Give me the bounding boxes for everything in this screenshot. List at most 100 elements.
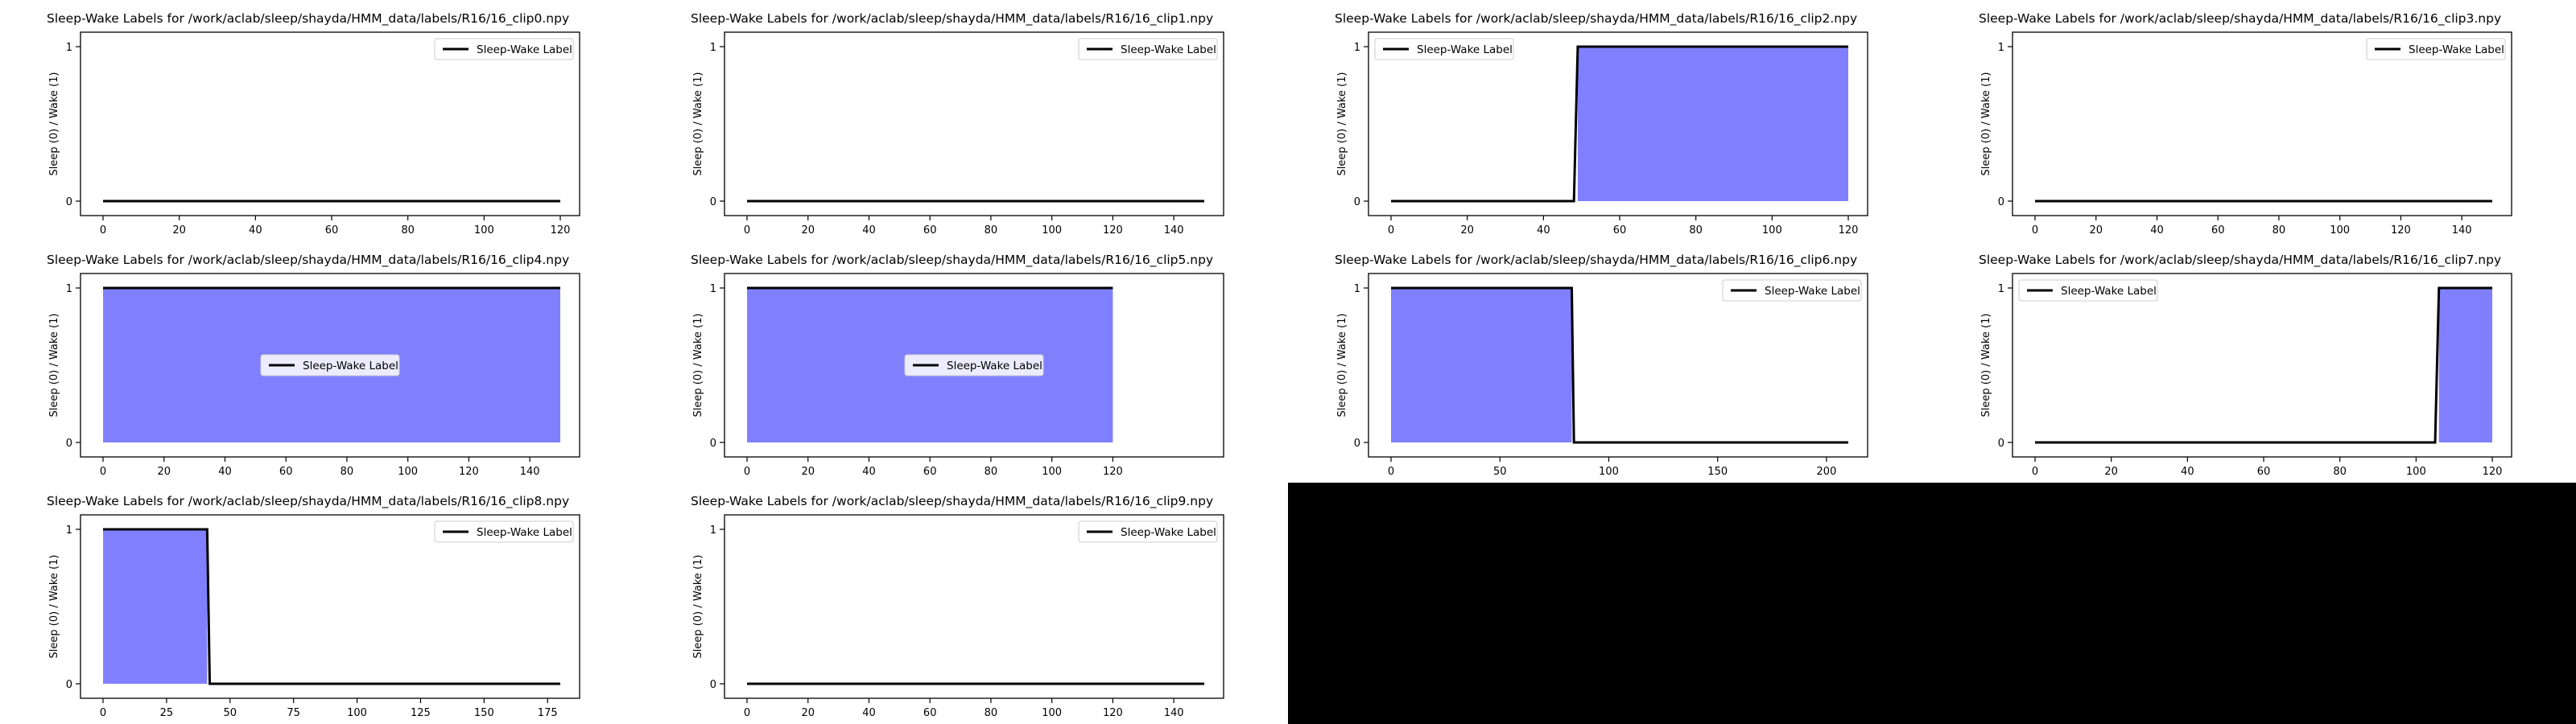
legend-box <box>2366 38 2506 60</box>
x-tick-label: 20 <box>2104 466 2118 478</box>
subplot-title: Sleep-Wake Labels for /work/aclab/sleep/… <box>47 253 569 268</box>
legend: Sleep-Wake Label <box>434 520 574 543</box>
x-tick-label: 100 <box>347 707 367 719</box>
x-tick-label: 20 <box>801 224 815 237</box>
legend-box <box>434 38 574 60</box>
y-tick-label: 1 <box>1998 283 2004 295</box>
axes-frame <box>2012 31 2512 216</box>
subplot-4: Sleep-Wake Labels for /work/aclab/sleep/… <box>47 253 580 478</box>
x-tick-label: 100 <box>1042 707 1062 719</box>
legend: Sleep-Wake Label <box>2366 38 2506 60</box>
y-tick-label: 1 <box>66 283 72 295</box>
y-tick-label: 0 <box>1354 196 1360 208</box>
legend: Sleep-Wake Label <box>2018 279 2158 302</box>
x-tick-label: 100 <box>2330 224 2350 237</box>
legend-label: Sleep-Wake Label <box>2409 43 2504 56</box>
y-tick-label: 1 <box>1998 42 2004 54</box>
x-tick-label: 60 <box>2257 466 2271 478</box>
x-tick-label: 0 <box>2032 466 2038 478</box>
legend: Sleep-Wake Label <box>260 354 400 376</box>
y-tick-label: 1 <box>1354 283 1360 295</box>
legend-box <box>904 354 1044 376</box>
x-tick-label: 80 <box>2273 224 2286 237</box>
x-tick-label: 120 <box>2391 224 2411 237</box>
x-tick-label: 40 <box>862 466 876 478</box>
x-tick-label: 100 <box>1762 224 1782 237</box>
x-tick-label: 80 <box>985 224 998 237</box>
x-tick-label: 80 <box>985 466 998 478</box>
axes-frame <box>80 273 580 458</box>
x-tick-label: 60 <box>1613 224 1627 237</box>
y-tick-label: 0 <box>710 679 716 691</box>
subplot-9: Sleep-Wake Labels for /work/aclab/sleep/… <box>691 494 1224 719</box>
subplot-title: Sleep-Wake Labels for /work/aclab/sleep/… <box>691 253 1213 268</box>
subplot-7: Sleep-Wake Labels for /work/aclab/sleep/… <box>1979 253 2512 478</box>
x-tick-label: 80 <box>2333 466 2347 478</box>
x-tick-label: 100 <box>1042 224 1062 237</box>
axes-frame <box>724 514 1224 699</box>
x-tick-label: 20 <box>172 224 186 237</box>
x-tick-label: 50 <box>1493 466 1507 478</box>
y-axis-label: Sleep (0) / Wake (1) <box>692 72 704 176</box>
subplot-title: Sleep-Wake Labels for /work/aclab/sleep/… <box>1979 253 2501 268</box>
sleep-wake-line <box>1391 286 1848 444</box>
x-tick-label: 80 <box>341 466 354 478</box>
legend-label: Sleep-Wake Label <box>1121 526 1216 539</box>
x-tick-label: 0 <box>100 466 106 478</box>
x-tick-label: 120 <box>551 224 571 237</box>
legend-label: Sleep-Wake Label <box>477 526 572 539</box>
x-tick-label: 40 <box>249 224 262 237</box>
y-axis-label: Sleep (0) / Wake (1) <box>1980 314 1992 418</box>
subplot-3: Sleep-Wake Labels for /work/aclab/sleep/… <box>1979 11 2512 237</box>
x-tick-label: 120 <box>1103 707 1123 719</box>
sleep-wake-line <box>1391 45 1848 203</box>
wake-fill-area <box>1577 47 1848 201</box>
sleep-wake-line <box>103 528 560 685</box>
legend-label: Sleep-Wake Label <box>1765 285 1860 298</box>
legend: Sleep-Wake Label <box>904 354 1044 376</box>
x-tick-label: 150 <box>1707 466 1728 478</box>
legend-box <box>260 354 400 376</box>
x-tick-label: 60 <box>923 707 937 719</box>
subplot-title: Sleep-Wake Labels for /work/aclab/sleep/… <box>691 11 1213 27</box>
legend: Sleep-Wake Label <box>1078 38 1218 60</box>
x-tick-label: 100 <box>2406 466 2426 478</box>
legend-label: Sleep-Wake Label <box>1121 43 1216 56</box>
y-axis-label: Sleep (0) / Wake (1) <box>48 314 60 418</box>
y-tick-label: 1 <box>710 42 716 54</box>
subplot-title: Sleep-Wake Labels for /work/aclab/sleep/… <box>691 494 1213 509</box>
x-tick-label: 40 <box>2150 224 2164 237</box>
subplot-title: Sleep-Wake Labels for /work/aclab/sleep/… <box>1979 11 2501 27</box>
axes-frame <box>1368 273 1868 458</box>
wake-fill-area <box>2438 288 2492 442</box>
x-tick-label: 0 <box>100 224 106 237</box>
subplot-5: Sleep-Wake Labels for /work/aclab/sleep/… <box>691 253 1224 478</box>
x-tick-label: 0 <box>744 466 750 478</box>
wake-fill-area <box>103 529 208 684</box>
x-tick-label: 0 <box>744 224 750 237</box>
x-tick-label: 60 <box>923 466 937 478</box>
x-tick-label: 40 <box>218 466 232 478</box>
axes-frame <box>80 514 580 699</box>
legend-box <box>2018 279 2158 302</box>
subplot-title: Sleep-Wake Labels for /work/aclab/sleep/… <box>47 494 569 509</box>
legend-box <box>1374 38 1514 60</box>
x-tick-label: 40 <box>862 707 876 719</box>
x-tick-label: 140 <box>1164 224 1184 237</box>
legend-label: Sleep-Wake Label <box>947 360 1042 372</box>
x-tick-label: 80 <box>985 707 998 719</box>
y-axis-label: Sleep (0) / Wake (1) <box>48 72 60 176</box>
x-tick-label: 140 <box>520 466 540 478</box>
y-axis-label: Sleep (0) / Wake (1) <box>692 555 704 659</box>
x-tick-label: 120 <box>459 466 479 478</box>
legend-label: Sleep-Wake Label <box>477 43 572 56</box>
legend: Sleep-Wake Label <box>1722 279 1862 302</box>
y-tick-label: 0 <box>66 196 72 208</box>
x-tick-label: 60 <box>923 224 937 237</box>
y-axis-label: Sleep (0) / Wake (1) <box>692 314 704 418</box>
y-tick-label: 1 <box>710 283 716 295</box>
y-axis-label: Sleep (0) / Wake (1) <box>1336 314 1348 418</box>
x-tick-label: 0 <box>1388 224 1394 237</box>
sleep-wake-line <box>2035 286 2492 444</box>
